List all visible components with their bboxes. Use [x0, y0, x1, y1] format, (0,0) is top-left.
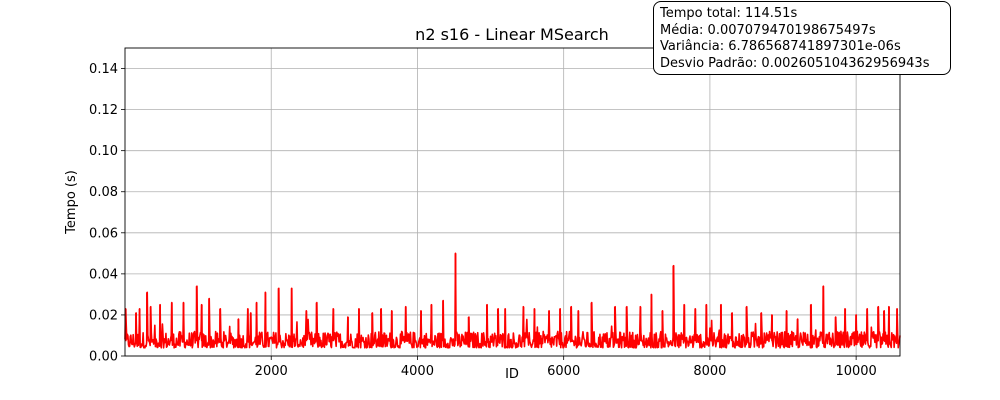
plot-frame [124, 47, 901, 357]
stats-annotation-box: Tempo total: 114.51s Média: 0.0070794701… [653, 1, 951, 75]
x-axis-label: ID [505, 367, 519, 382]
y-axis-label: Tempo (s) [64, 170, 79, 235]
y-tick-label: 0.10 [89, 144, 118, 159]
y-tick-label: 0.04 [89, 267, 118, 282]
y-tick-label: 0.02 [89, 308, 118, 323]
x-tick-label: 4000 [401, 364, 434, 379]
x-tick-label: 2000 [255, 364, 288, 379]
stats-total-time: Tempo total: 114.51s [660, 6, 798, 21]
stats-variance: Variância: 6.786568741897301e-06s [660, 39, 901, 54]
series-line-group [124, 252, 901, 349]
x-tick-label: 6000 [547, 364, 580, 379]
chart-title: n2 s16 - Linear MSearch [415, 25, 609, 44]
stats-mean: Média: 0.007079470198675497s [660, 22, 876, 38]
stats-std-dev: Desvio Padrão: 0.002605104362956943s [660, 55, 930, 71]
grid-lines [125, 48, 900, 357]
tick-group: 0.00 0.02 0.04 0.06 0.08 0.10 0.12 0.14 2000 4000… [89, 62, 877, 379]
y-tick-label: 0.14 [89, 62, 118, 77]
series-line [124, 252, 901, 349]
x-tick-label: 10000 [835, 364, 876, 379]
axes [124, 47, 901, 357]
y-tick-label: 0.12 [89, 103, 118, 118]
y-tick-label: 0.00 [89, 350, 118, 365]
y-tick-label: 0.06 [89, 226, 118, 241]
y-tick-label: 0.08 [89, 185, 118, 200]
x-tick-label: 8000 [693, 364, 726, 379]
